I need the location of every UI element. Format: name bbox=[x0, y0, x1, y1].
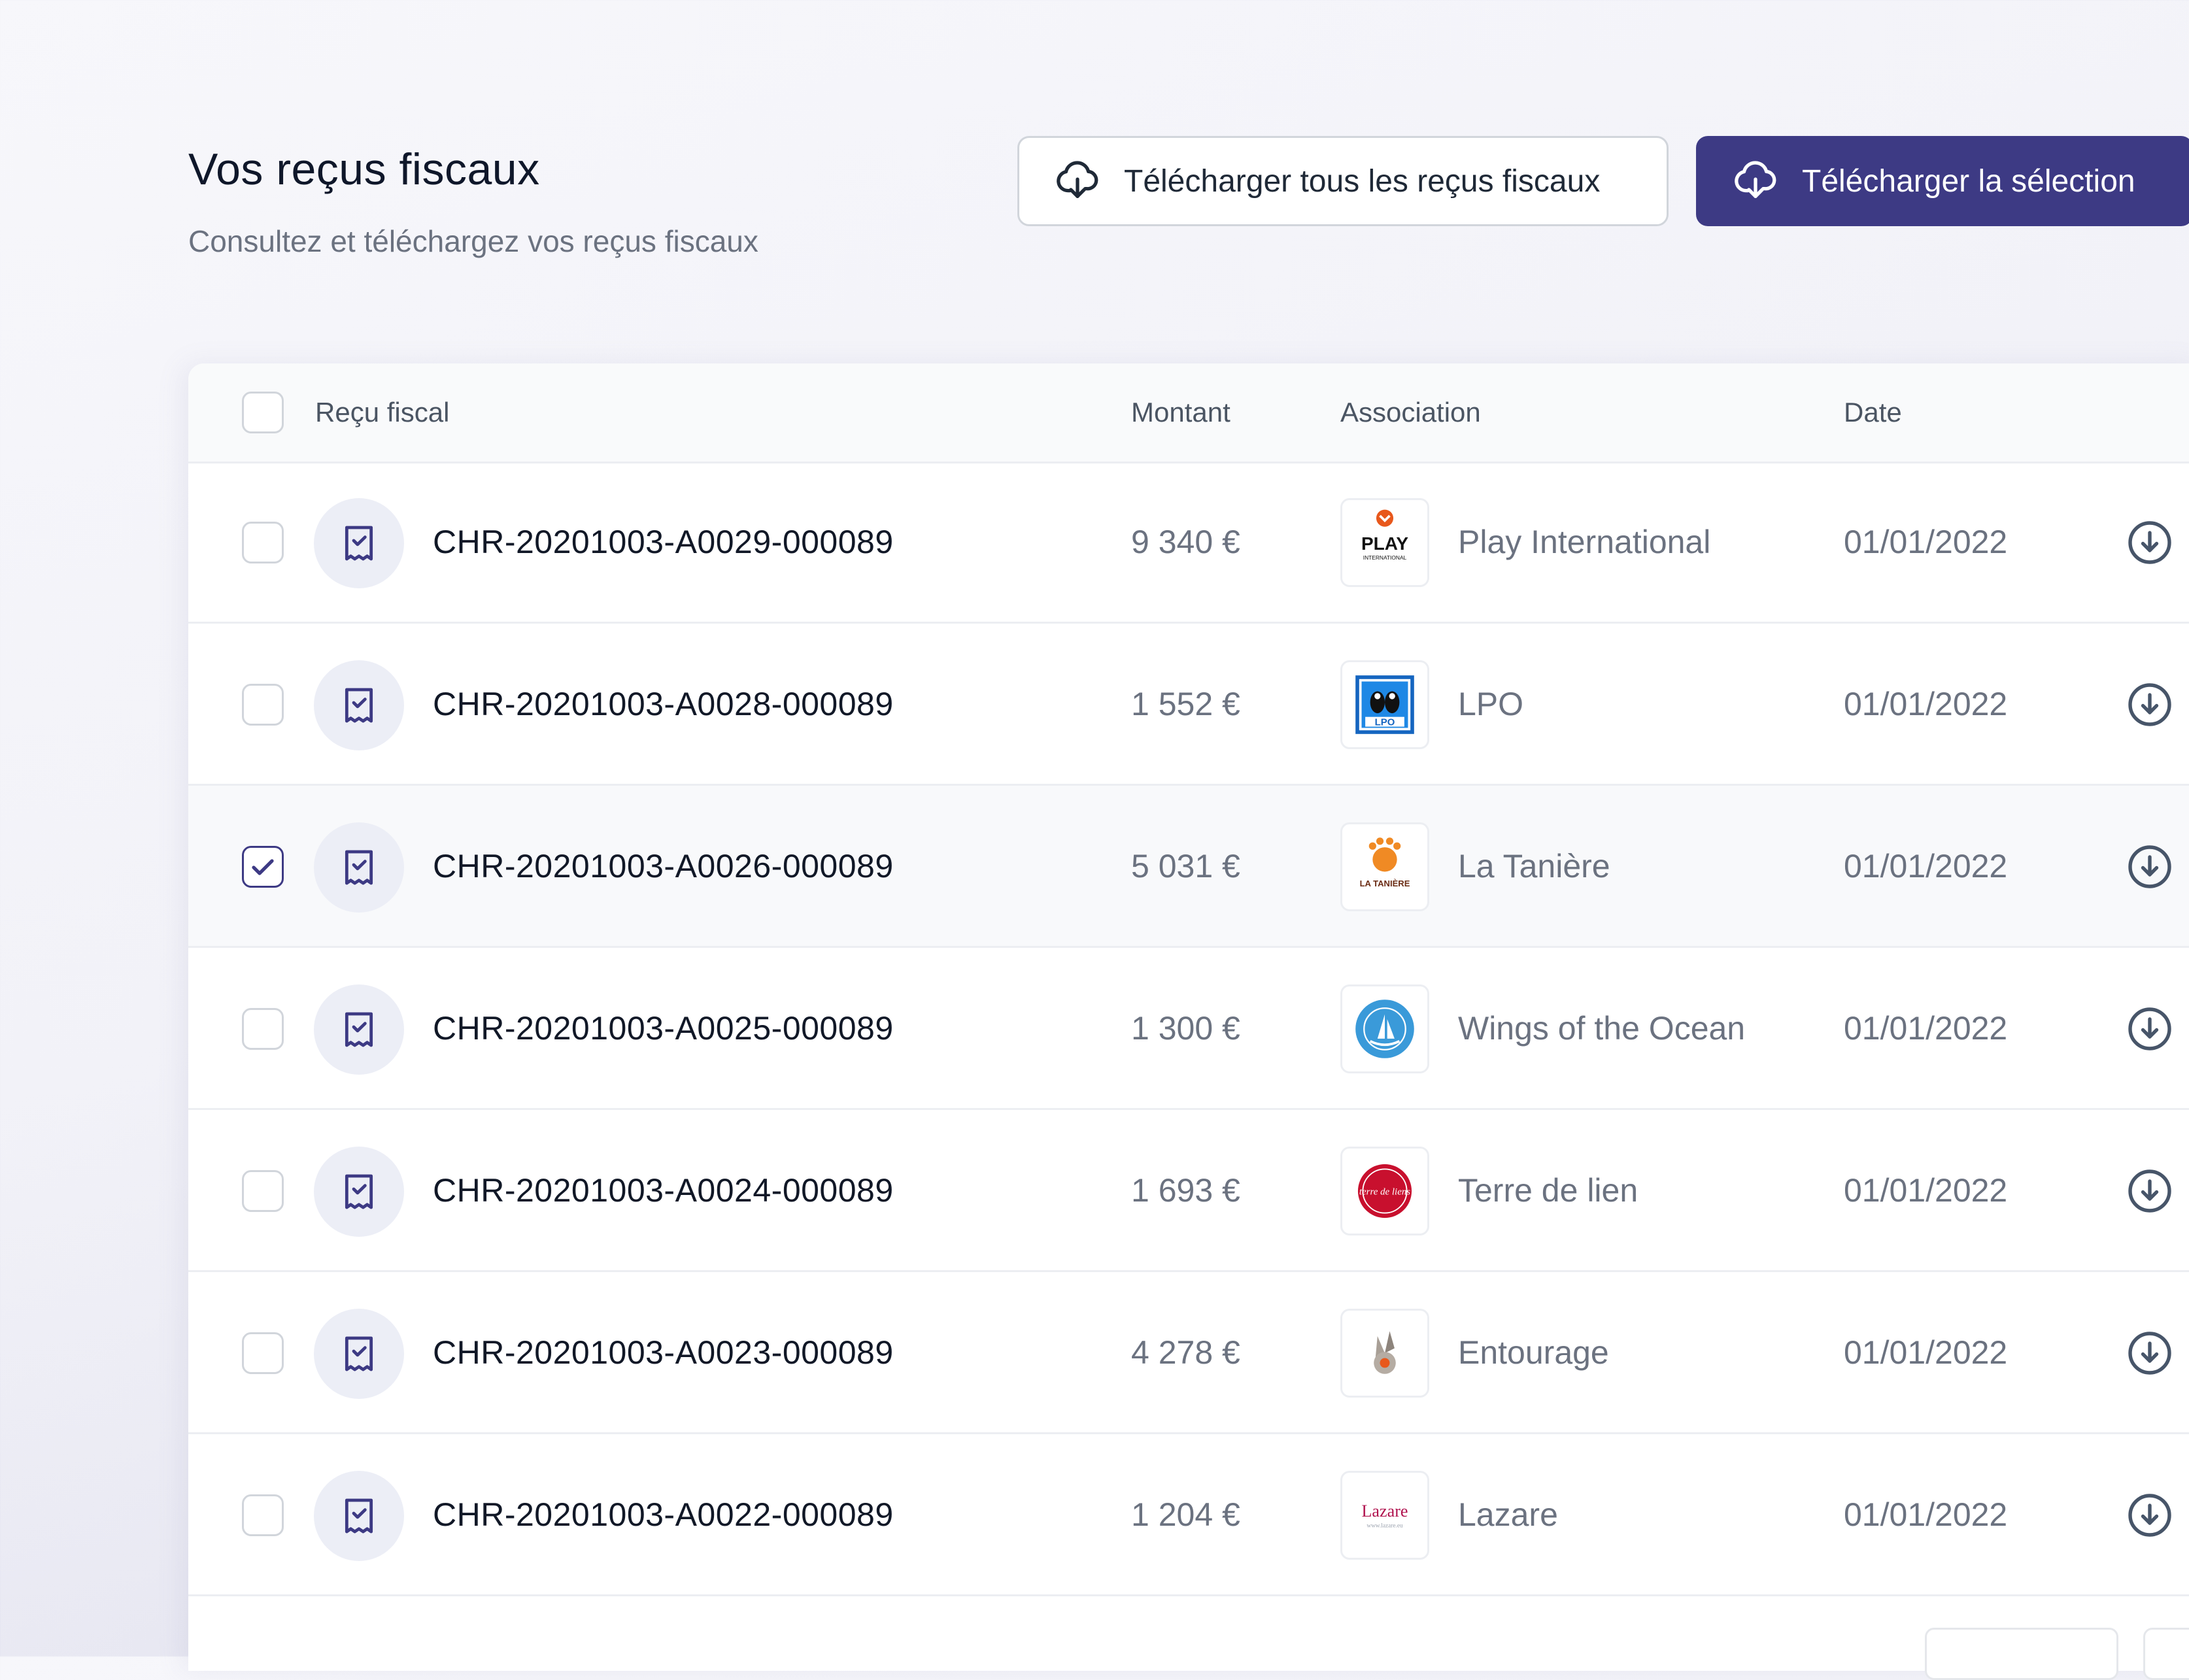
receipt-icon bbox=[314, 1471, 404, 1561]
receipt-date: 01/01/2022 bbox=[1844, 523, 2008, 560]
table-row[interactable]: CHR-20201003-A0024-000089 1 693 € terre … bbox=[188, 1110, 2189, 1272]
download-all-label: Télécharger tous les reçus fiscaux bbox=[1124, 163, 1601, 199]
download-selection-button[interactable]: Télécharger la sélection bbox=[1696, 136, 2189, 226]
lpo-logo: LPO bbox=[1340, 660, 1429, 749]
pagination-next-button[interactable] bbox=[2143, 1628, 2189, 1680]
association-name: LPO bbox=[1458, 685, 1524, 722]
column-header-amount[interactable]: Montant bbox=[1131, 397, 1230, 428]
receipt-id: CHR-20201003-A0028-000089 bbox=[433, 685, 894, 722]
column-header-association[interactable]: Association bbox=[1340, 397, 1481, 428]
pagination-previous-button[interactable] bbox=[1925, 1628, 2118, 1680]
table-row[interactable]: CHR-20201003-A0023-000089 4 278 € Entour… bbox=[188, 1272, 2189, 1434]
row-checkbox[interactable] bbox=[242, 522, 284, 563]
receipt-icon bbox=[314, 1147, 404, 1237]
association-name: La Tanière bbox=[1458, 847, 1610, 884]
amount: 1 693 € bbox=[1131, 1171, 1240, 1209]
la-taniere-logo: LA TANIÈRE bbox=[1340, 822, 1429, 911]
receipt-icon bbox=[314, 822, 404, 913]
lazare-logo: Lazare www.lazare.eu bbox=[1340, 1471, 1429, 1560]
svg-text:terre de liens: terre de liens bbox=[1359, 1187, 1410, 1198]
check-icon bbox=[252, 859, 274, 875]
page-header: Vos reçus fiscaux Consultez et télécharg… bbox=[188, 144, 758, 259]
receipt-icon bbox=[314, 1309, 404, 1399]
svg-text:www.lazare.eu: www.lazare.eu bbox=[1366, 1523, 1403, 1530]
svg-text:PLAY: PLAY bbox=[1361, 533, 1408, 554]
receipt-id: CHR-20201003-A0029-000089 bbox=[433, 523, 894, 560]
row-checkbox[interactable] bbox=[242, 1008, 284, 1050]
page-title: Vos reçus fiscaux bbox=[188, 144, 540, 194]
download-icon[interactable] bbox=[2126, 1492, 2173, 1539]
table-header: Reçu fiscal Montant Association Date bbox=[188, 363, 2189, 463]
cloud-download-icon bbox=[1735, 161, 1776, 198]
receipt-icon bbox=[314, 498, 404, 588]
row-checkbox[interactable] bbox=[242, 1332, 284, 1374]
download-all-button[interactable]: Télécharger tous les reçus fiscaux bbox=[1017, 136, 1669, 226]
download-selection-label: Télécharger la sélection bbox=[1802, 163, 2135, 199]
amount: 4 278 € bbox=[1131, 1334, 1240, 1371]
association-name: Lazare bbox=[1458, 1496, 1558, 1533]
entourage-logo bbox=[1340, 1309, 1429, 1398]
receipt-date: 01/01/2022 bbox=[1844, 1496, 2008, 1533]
receipt-id: CHR-20201003-A0022-000089 bbox=[433, 1496, 894, 1533]
column-header-receipt: Reçu fiscal bbox=[315, 397, 450, 428]
play-international-logo: PLAY INTERNATIONAL bbox=[1340, 498, 1429, 587]
svg-text:LA TANIÈRE: LA TANIÈRE bbox=[1360, 879, 1410, 888]
receipt-date: 01/01/2022 bbox=[1844, 685, 2008, 722]
amount: 5 031 € bbox=[1131, 847, 1240, 884]
wings-of-the-ocean-logo bbox=[1340, 984, 1429, 1073]
receipt-icon bbox=[314, 660, 404, 750]
receipt-id: CHR-20201003-A0025-000089 bbox=[433, 1009, 894, 1047]
terre-de-liens-logo: terre de liens bbox=[1340, 1147, 1429, 1235]
receipt-icon bbox=[314, 984, 404, 1075]
receipt-date: 01/01/2022 bbox=[1844, 1009, 2008, 1047]
svg-text:LPO: LPO bbox=[1375, 717, 1395, 728]
download-icon[interactable] bbox=[2126, 1168, 2173, 1215]
download-icon[interactable] bbox=[2126, 681, 2173, 728]
association-name: Play International bbox=[1458, 523, 1711, 560]
download-icon[interactable] bbox=[2126, 1005, 2173, 1052]
download-icon[interactable] bbox=[2126, 843, 2173, 890]
row-checkbox[interactable] bbox=[242, 1494, 284, 1536]
receipt-id: CHR-20201003-A0026-000089 bbox=[433, 847, 894, 884]
receipt-id: CHR-20201003-A0023-000089 bbox=[433, 1334, 894, 1371]
receipt-date: 01/01/2022 bbox=[1844, 1334, 2008, 1371]
receipts-table: Reçu fiscal Montant Association Date CHR… bbox=[188, 363, 2189, 1671]
table-row-selected[interactable]: CHR-20201003-A0026-000089 5 031 € LA TAN… bbox=[188, 786, 2189, 948]
table-row[interactable]: CHR-20201003-A0028-000089 1 552 € LPO LP… bbox=[188, 624, 2189, 786]
page-subtitle: Consultez et téléchargez vos reçus fisca… bbox=[188, 224, 758, 258]
table-row[interactable]: CHR-20201003-A0022-000089 1 204 € Lazare… bbox=[188, 1434, 2189, 1596]
column-header-date[interactable]: Date bbox=[1844, 397, 1902, 428]
table-row[interactable]: CHR-20201003-A0029-000089 9 340 € PLAY I… bbox=[188, 462, 2189, 624]
cloud-download-icon bbox=[1057, 161, 1098, 198]
download-icon[interactable] bbox=[2126, 1330, 2173, 1377]
amount: 1 204 € bbox=[1131, 1496, 1240, 1533]
row-checkbox-checked[interactable] bbox=[242, 846, 284, 888]
amount: 1 300 € bbox=[1131, 1009, 1240, 1047]
row-checkbox[interactable] bbox=[242, 1170, 284, 1212]
receipt-date: 01/01/2022 bbox=[1844, 1171, 2008, 1209]
download-icon[interactable] bbox=[2126, 519, 2173, 566]
svg-text:Lazare: Lazare bbox=[1361, 1502, 1408, 1520]
receipt-id: CHR-20201003-A0024-000089 bbox=[433, 1171, 894, 1209]
association-name: Terre de lien bbox=[1458, 1171, 1638, 1209]
amount: 9 340 € bbox=[1131, 523, 1240, 560]
table-row[interactable]: CHR-20201003-A0025-000089 1 300 € Wings … bbox=[188, 948, 2189, 1110]
receipt-date: 01/01/2022 bbox=[1844, 847, 2008, 884]
row-checkbox[interactable] bbox=[242, 684, 284, 726]
association-name: Entourage bbox=[1458, 1334, 1609, 1371]
svg-text:INTERNATIONAL: INTERNATIONAL bbox=[1363, 554, 1407, 561]
association-name: Wings of the Ocean bbox=[1458, 1009, 1746, 1047]
select-all-checkbox[interactable] bbox=[242, 392, 284, 433]
amount: 1 552 € bbox=[1131, 685, 1240, 722]
